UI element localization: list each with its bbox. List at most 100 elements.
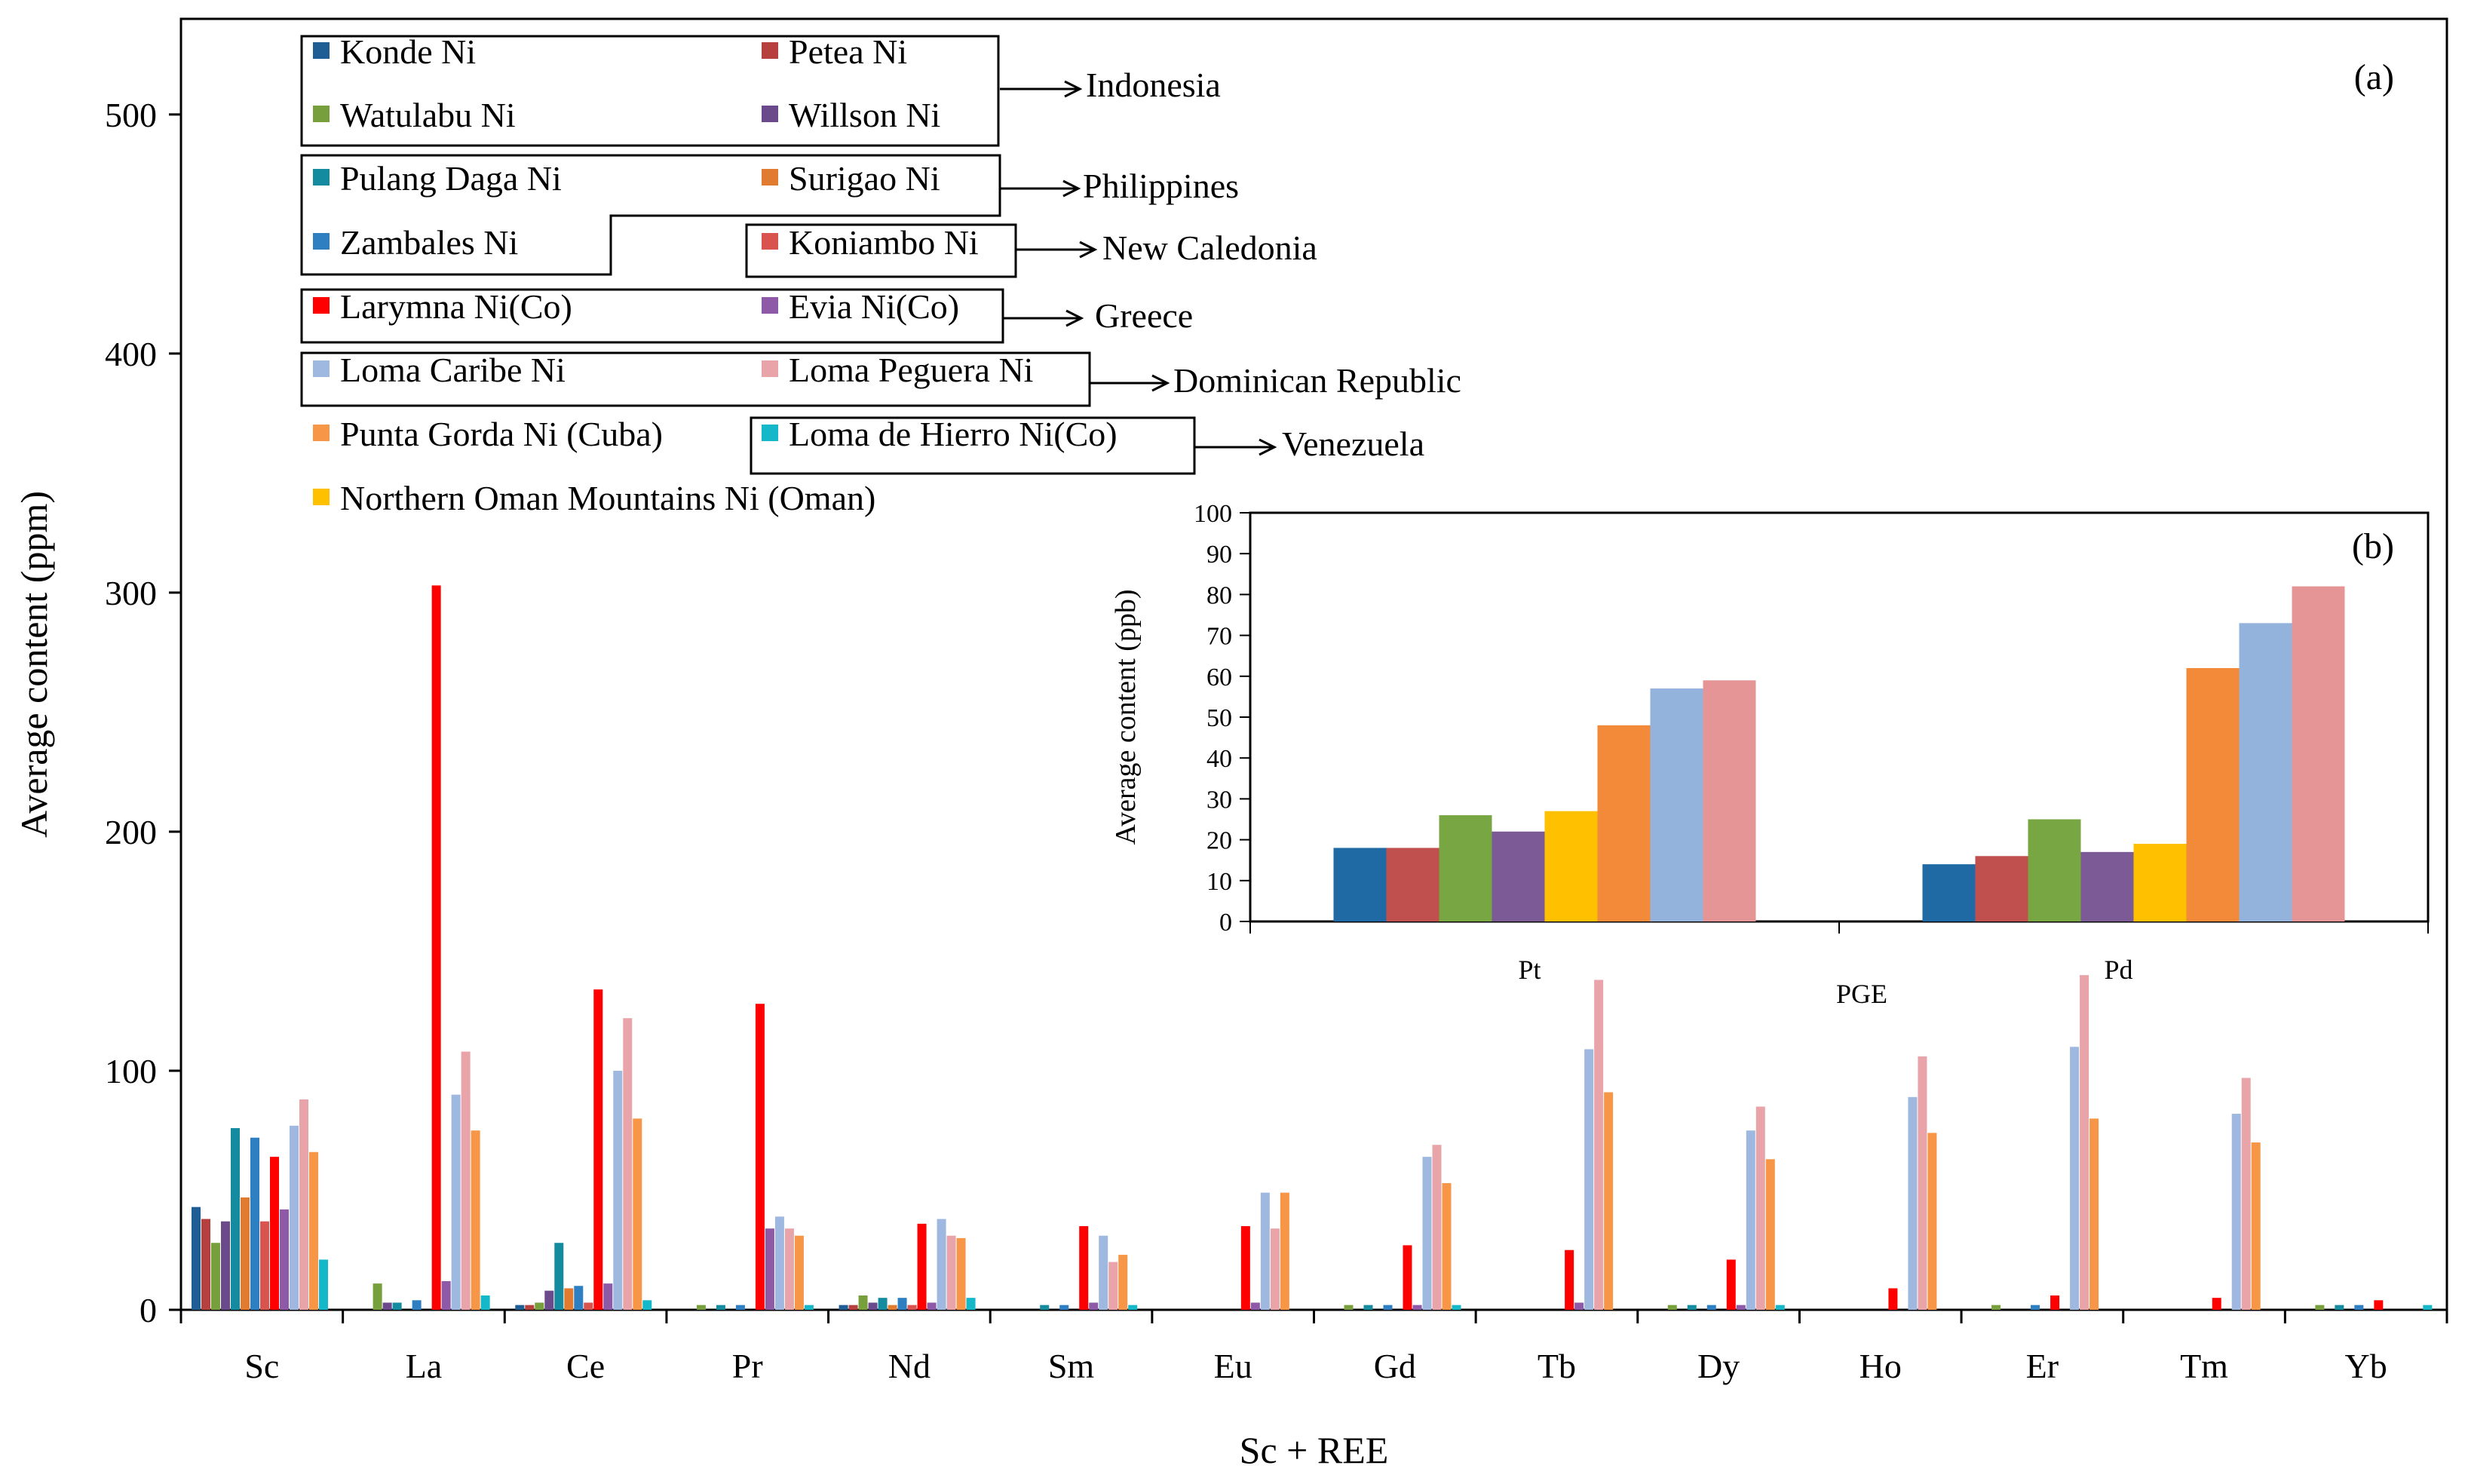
bar bbox=[373, 1283, 382, 1310]
bar bbox=[1584, 1049, 1594, 1310]
legend-swatch bbox=[313, 106, 330, 122]
bar bbox=[2080, 975, 2089, 1310]
inset-bar bbox=[1650, 688, 1703, 921]
bar bbox=[1422, 1157, 1432, 1310]
bar bbox=[584, 1302, 593, 1310]
bar bbox=[755, 1004, 765, 1310]
legend-swatch bbox=[762, 297, 778, 314]
bar bbox=[412, 1300, 422, 1310]
bar bbox=[794, 1235, 804, 1310]
bar bbox=[1089, 1302, 1099, 1310]
legend-swatch bbox=[313, 297, 330, 314]
bar bbox=[544, 1290, 554, 1310]
bar bbox=[888, 1305, 897, 1310]
legend-label: Watulabu Ni bbox=[340, 96, 516, 134]
legend-group-box bbox=[300, 35, 1000, 147]
bar bbox=[633, 1118, 642, 1310]
bar bbox=[1726, 1259, 1736, 1310]
bar bbox=[1888, 1288, 1898, 1310]
bar bbox=[1667, 1305, 1677, 1310]
x-axis-title: Sc + REE bbox=[1240, 1429, 1389, 1471]
bar bbox=[525, 1305, 535, 1310]
y-tick-label: 0 bbox=[139, 1291, 157, 1329]
bar bbox=[241, 1197, 250, 1310]
legend-group-box bbox=[300, 154, 1001, 276]
bar bbox=[1250, 1302, 1260, 1310]
legend-label: Pulang Daga Ni bbox=[340, 159, 562, 198]
bar bbox=[1128, 1305, 1138, 1310]
legend-label: Northern Oman Mountains Ni (Oman) bbox=[340, 479, 875, 517]
legend-arrow bbox=[1079, 241, 1098, 259]
bar bbox=[966, 1298, 976, 1310]
bar bbox=[1927, 1133, 1937, 1310]
bar bbox=[1383, 1305, 1393, 1310]
bar bbox=[1908, 1096, 1918, 1310]
legend-swatch bbox=[313, 489, 330, 505]
bar bbox=[593, 989, 603, 1310]
country-label: New Caledonia bbox=[1102, 228, 1317, 267]
bar bbox=[1099, 1235, 1108, 1310]
legend-swatch bbox=[762, 42, 778, 59]
bar bbox=[613, 1070, 623, 1310]
legend-label: Koniambo Ni bbox=[789, 223, 979, 262]
legend-label: Loma Caribe Ni bbox=[340, 351, 566, 389]
bar bbox=[554, 1243, 564, 1310]
inset-panel-label: (b) bbox=[2352, 526, 2394, 566]
bar bbox=[1040, 1305, 1050, 1310]
y-axis-title: Average content (ppm) bbox=[13, 491, 55, 838]
bar bbox=[907, 1305, 917, 1310]
legend-arrow bbox=[1062, 179, 1081, 198]
y-tick-label: 400 bbox=[105, 335, 157, 373]
bar bbox=[848, 1305, 858, 1310]
bar bbox=[2050, 1295, 2060, 1310]
inset-category-label: Pt bbox=[1518, 955, 1541, 985]
bar bbox=[392, 1302, 402, 1310]
bar bbox=[280, 1209, 289, 1310]
bar bbox=[1270, 1228, 1280, 1310]
inset-bar bbox=[1975, 856, 2028, 921]
country-label: Indonesia bbox=[1086, 66, 1221, 104]
bar bbox=[1755, 1106, 1765, 1310]
country-label: Dominican Republic bbox=[1173, 361, 1461, 400]
legend-swatch bbox=[762, 233, 778, 250]
bar bbox=[221, 1221, 230, 1310]
bar bbox=[1240, 1226, 1250, 1310]
bar bbox=[2423, 1305, 2433, 1310]
inset-chart-panel-b: 0 10 20 30 40 50 60 70 80 90 100 Pt Pd PGE Average con… bbox=[1110, 500, 2430, 1009]
bar bbox=[1363, 1305, 1373, 1310]
bar bbox=[2212, 1298, 2221, 1310]
bar bbox=[716, 1305, 725, 1310]
bar bbox=[270, 1157, 279, 1310]
bar bbox=[1991, 1305, 2001, 1310]
x-tick-label: Gd bbox=[1374, 1347, 1416, 1385]
bar bbox=[642, 1300, 652, 1310]
bar bbox=[260, 1221, 269, 1310]
inset-bar bbox=[1492, 831, 1545, 921]
legend-swatch bbox=[762, 360, 778, 377]
bar bbox=[2335, 1305, 2344, 1310]
bar bbox=[804, 1305, 814, 1310]
bar bbox=[735, 1305, 745, 1310]
bar bbox=[290, 1125, 299, 1310]
country-label: Greece bbox=[1095, 296, 1193, 335]
bar bbox=[2089, 1118, 2099, 1310]
x-tick-label: Yb bbox=[2345, 1347, 2387, 1385]
x-tick-label: Tm bbox=[2180, 1347, 2228, 1385]
bar bbox=[2315, 1305, 2325, 1310]
legend-swatch bbox=[313, 425, 330, 441]
x-tick-label: Sm bbox=[1048, 1347, 1095, 1385]
bar bbox=[564, 1288, 574, 1310]
inset-bar bbox=[1597, 725, 1651, 921]
inset-y-axis-title: Average content (ppb) bbox=[1110, 589, 1142, 845]
y-tick-label: 500 bbox=[105, 96, 157, 134]
bar bbox=[451, 1094, 461, 1310]
bar bbox=[319, 1259, 328, 1310]
bar bbox=[231, 1128, 240, 1310]
legend-swatch bbox=[762, 425, 778, 441]
inset-y-tick-label: 60 bbox=[1206, 664, 1232, 691]
bar bbox=[1765, 1159, 1775, 1310]
inset-bar bbox=[2239, 623, 2292, 921]
inset-bar bbox=[2186, 667, 2240, 921]
bar bbox=[1604, 1092, 1614, 1310]
inset-category-label: Pd bbox=[2104, 955, 2132, 985]
